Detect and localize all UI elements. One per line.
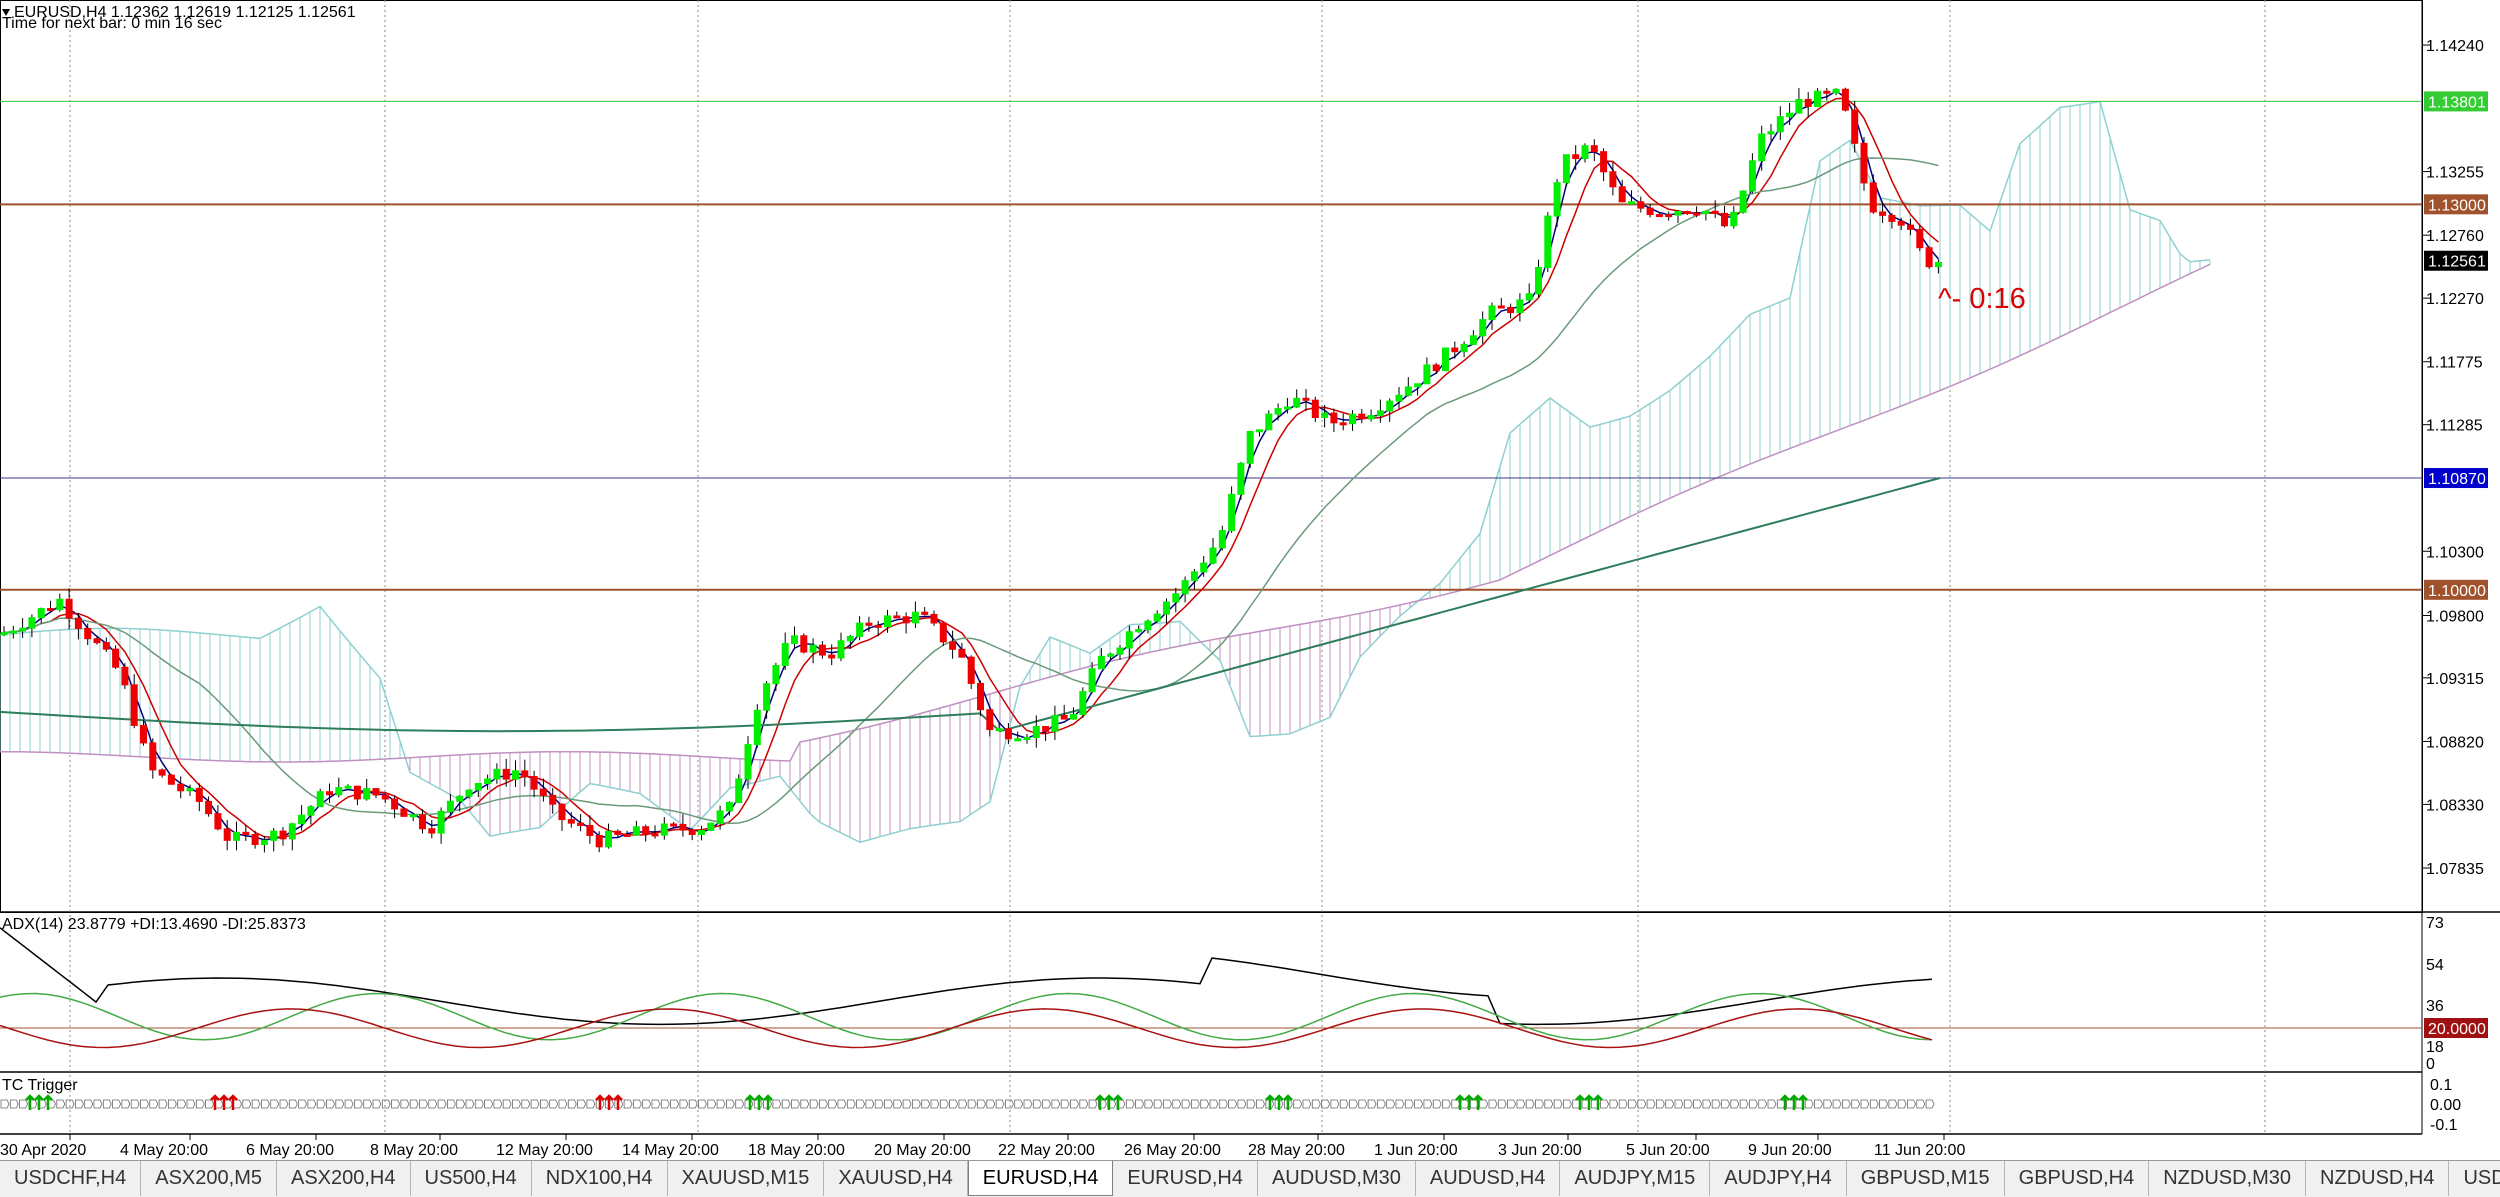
chart-tab[interactable]: XAUUSD,H4 (824, 1161, 968, 1196)
time-tick-label: 20 May 20:00 (874, 1142, 971, 1159)
price-scale-ticks: 1.14240 1.13255 1.12760 1.12270 1.11775 1.112… (2422, 38, 2484, 878)
time-tick-label: 30 Apr 2020 (0, 1142, 86, 1159)
price-tick-label: 1.09800 (2426, 609, 2484, 626)
chart-tab[interactable]: AUDUSD,M30 (1258, 1161, 1416, 1196)
price-tick-label: 1.11775 (2426, 355, 2483, 372)
tc-tick-label: -0.1 (2430, 1117, 2458, 1134)
price-tick-label: 1.09315 (2426, 671, 2484, 688)
adx-tick-label: 0 (2426, 1056, 2435, 1073)
time-tick-label: 22 May 20:00 (998, 1142, 1095, 1159)
price-tick-label: 1.12760 (2426, 228, 2484, 245)
next-bar-timer: Time for next bar: 0 min 16 sec (2, 15, 222, 32)
time-tick-label: 5 Jun 20:00 (1626, 1142, 1710, 1159)
price-tick-label: 1.14240 (2426, 38, 2484, 55)
chart-tab[interactable]: GBPUSD,H4 (2005, 1161, 2150, 1196)
price-tick-label: 1.12270 (2426, 291, 2484, 308)
price-tick-label: 1.07835 (2426, 861, 2484, 878)
time-tick-label: 3 Jun 20:00 (1498, 1142, 1582, 1159)
time-tick-label: 11 Jun 20:00 (1874, 1142, 1965, 1159)
time-tick-label: 12 May 20:00 (496, 1142, 593, 1159)
tc-trigger-label: TC Trigger (2, 1077, 78, 1094)
adx-label: ADX(14) 23.8779 +DI:13.4690 -DI:25.8373 (2, 916, 306, 933)
collapse-triangle-icon[interactable] (2, 9, 10, 16)
price-tag (2424, 468, 2488, 489)
chart-tab[interactable]: USDJP (2449, 1161, 2500, 1196)
time-tick-label: 9 Jun 20:00 (1748, 1142, 1832, 1159)
price-tick-label: 1.11285 (2426, 418, 2483, 435)
chart-tabs: USDCHF,H4 ASX200,M5 ASX200,H4 US500,H4 NDX10… (0, 1160, 2500, 1197)
adx-lines (0, 927, 1933, 1049)
tc-scale-ticks: 0.1 0.00 -0.1 (2430, 1077, 2461, 1134)
chart-tab[interactable]: AUDJPY,M15 (1560, 1161, 1711, 1196)
chart-tab[interactable]: ASX200,H4 (277, 1161, 411, 1196)
time-axis: 30 Apr 2020 4 May 20:00 6 May 20:00 8 May 2… (0, 1134, 1965, 1159)
price-tag (2424, 194, 2488, 215)
time-tick-label: 6 May 20:00 (246, 1142, 334, 1159)
chart-tab[interactable]: NZDUSD,M30 (2149, 1161, 2307, 1196)
price-tag-label: 1.12561 (2428, 254, 2486, 271)
time-tick-label: 26 May 20:00 (1124, 1142, 1221, 1159)
time-tick-label: 4 May 20:00 (120, 1142, 208, 1159)
price-tick-label: 1.08330 (2426, 797, 2484, 814)
chart-tab[interactable]: ASX200,M5 (141, 1161, 277, 1196)
price-tag-label: 1.10000 (2428, 583, 2486, 600)
price-tick-label: 1.08820 (2426, 734, 2484, 751)
adx-scale-ticks: 73 54 36 180 20.0000 (2424, 915, 2488, 1073)
vertical-grid (69, 0, 2266, 1134)
chart-tab[interactable]: EURUSD,H4 (967, 1161, 1114, 1196)
time-tick-label: 8 May 20:00 (370, 1142, 458, 1159)
chart-tab[interactable]: AUDJPY,H4 (1710, 1161, 1847, 1196)
ichimoku-cloud (0, 100, 2211, 843)
time-tick-label: 28 May 20:00 (1248, 1142, 1345, 1159)
price-tick-label: 1.13255 (2426, 165, 2484, 182)
tc-trigger-row (0, 1094, 1935, 1110)
chart-tab[interactable]: US500,H4 (411, 1161, 532, 1196)
time-tick-label: 18 May 20:00 (748, 1142, 845, 1159)
tc-tick-label: 0.1 (2430, 1077, 2452, 1094)
adx-tick-label: 73 (2426, 915, 2444, 932)
price-tag-label: 1.13000 (2428, 197, 2486, 214)
price-tag (2424, 579, 2488, 600)
chart-tab[interactable]: GBPUSD,M15 (1847, 1161, 2005, 1196)
price-tick-label: 1.10300 (2426, 544, 2484, 561)
price-tag (2424, 250, 2488, 271)
adx-tick-label: 54 (2426, 957, 2444, 974)
time-tick-label: 14 May 20:00 (622, 1142, 719, 1159)
adx-tick-label: 36 (2426, 998, 2444, 1015)
horizontal-levels (0, 100, 2422, 1029)
price-tags: 1.13801 1.13000 1.12561 1.10870 1.10000 (2424, 91, 2488, 600)
chart-tab[interactable]: AUDUSD,H4 (1416, 1161, 1561, 1196)
chart-frame (0, 0, 2423, 913)
chart-tab[interactable]: NZDUSD,H4 (2306, 1161, 2450, 1196)
countdown-label: ^- 0:16 (1938, 283, 2026, 315)
chart-tab[interactable]: USDCHF,H4 (0, 1161, 142, 1196)
chart-tab[interactable]: XAUUSD,M15 (668, 1161, 825, 1196)
tc-tick-label: 0.00 (2430, 1097, 2461, 1114)
chart-tab[interactable]: EURUSD,H4 (1113, 1161, 1258, 1196)
adx-level-tag (2424, 1018, 2488, 1038)
chart-tab[interactable]: NDX100,H4 (532, 1161, 668, 1196)
time-tick-label: 1 Jun 20:00 (1374, 1142, 1458, 1159)
price-tag-label: 1.13801 (2428, 94, 2486, 111)
adx-level-label: 20.0000 (2428, 1021, 2486, 1038)
symbol-info: EURUSD,H4 1.12362 1.12619 1.12125 1.1256… (14, 4, 356, 21)
price-tag (2424, 91, 2488, 112)
candlesticks (0, 87, 1942, 853)
price-tag-label: 1.10870 (2428, 471, 2486, 488)
adx-tick-label: 18 (2426, 1039, 2444, 1056)
